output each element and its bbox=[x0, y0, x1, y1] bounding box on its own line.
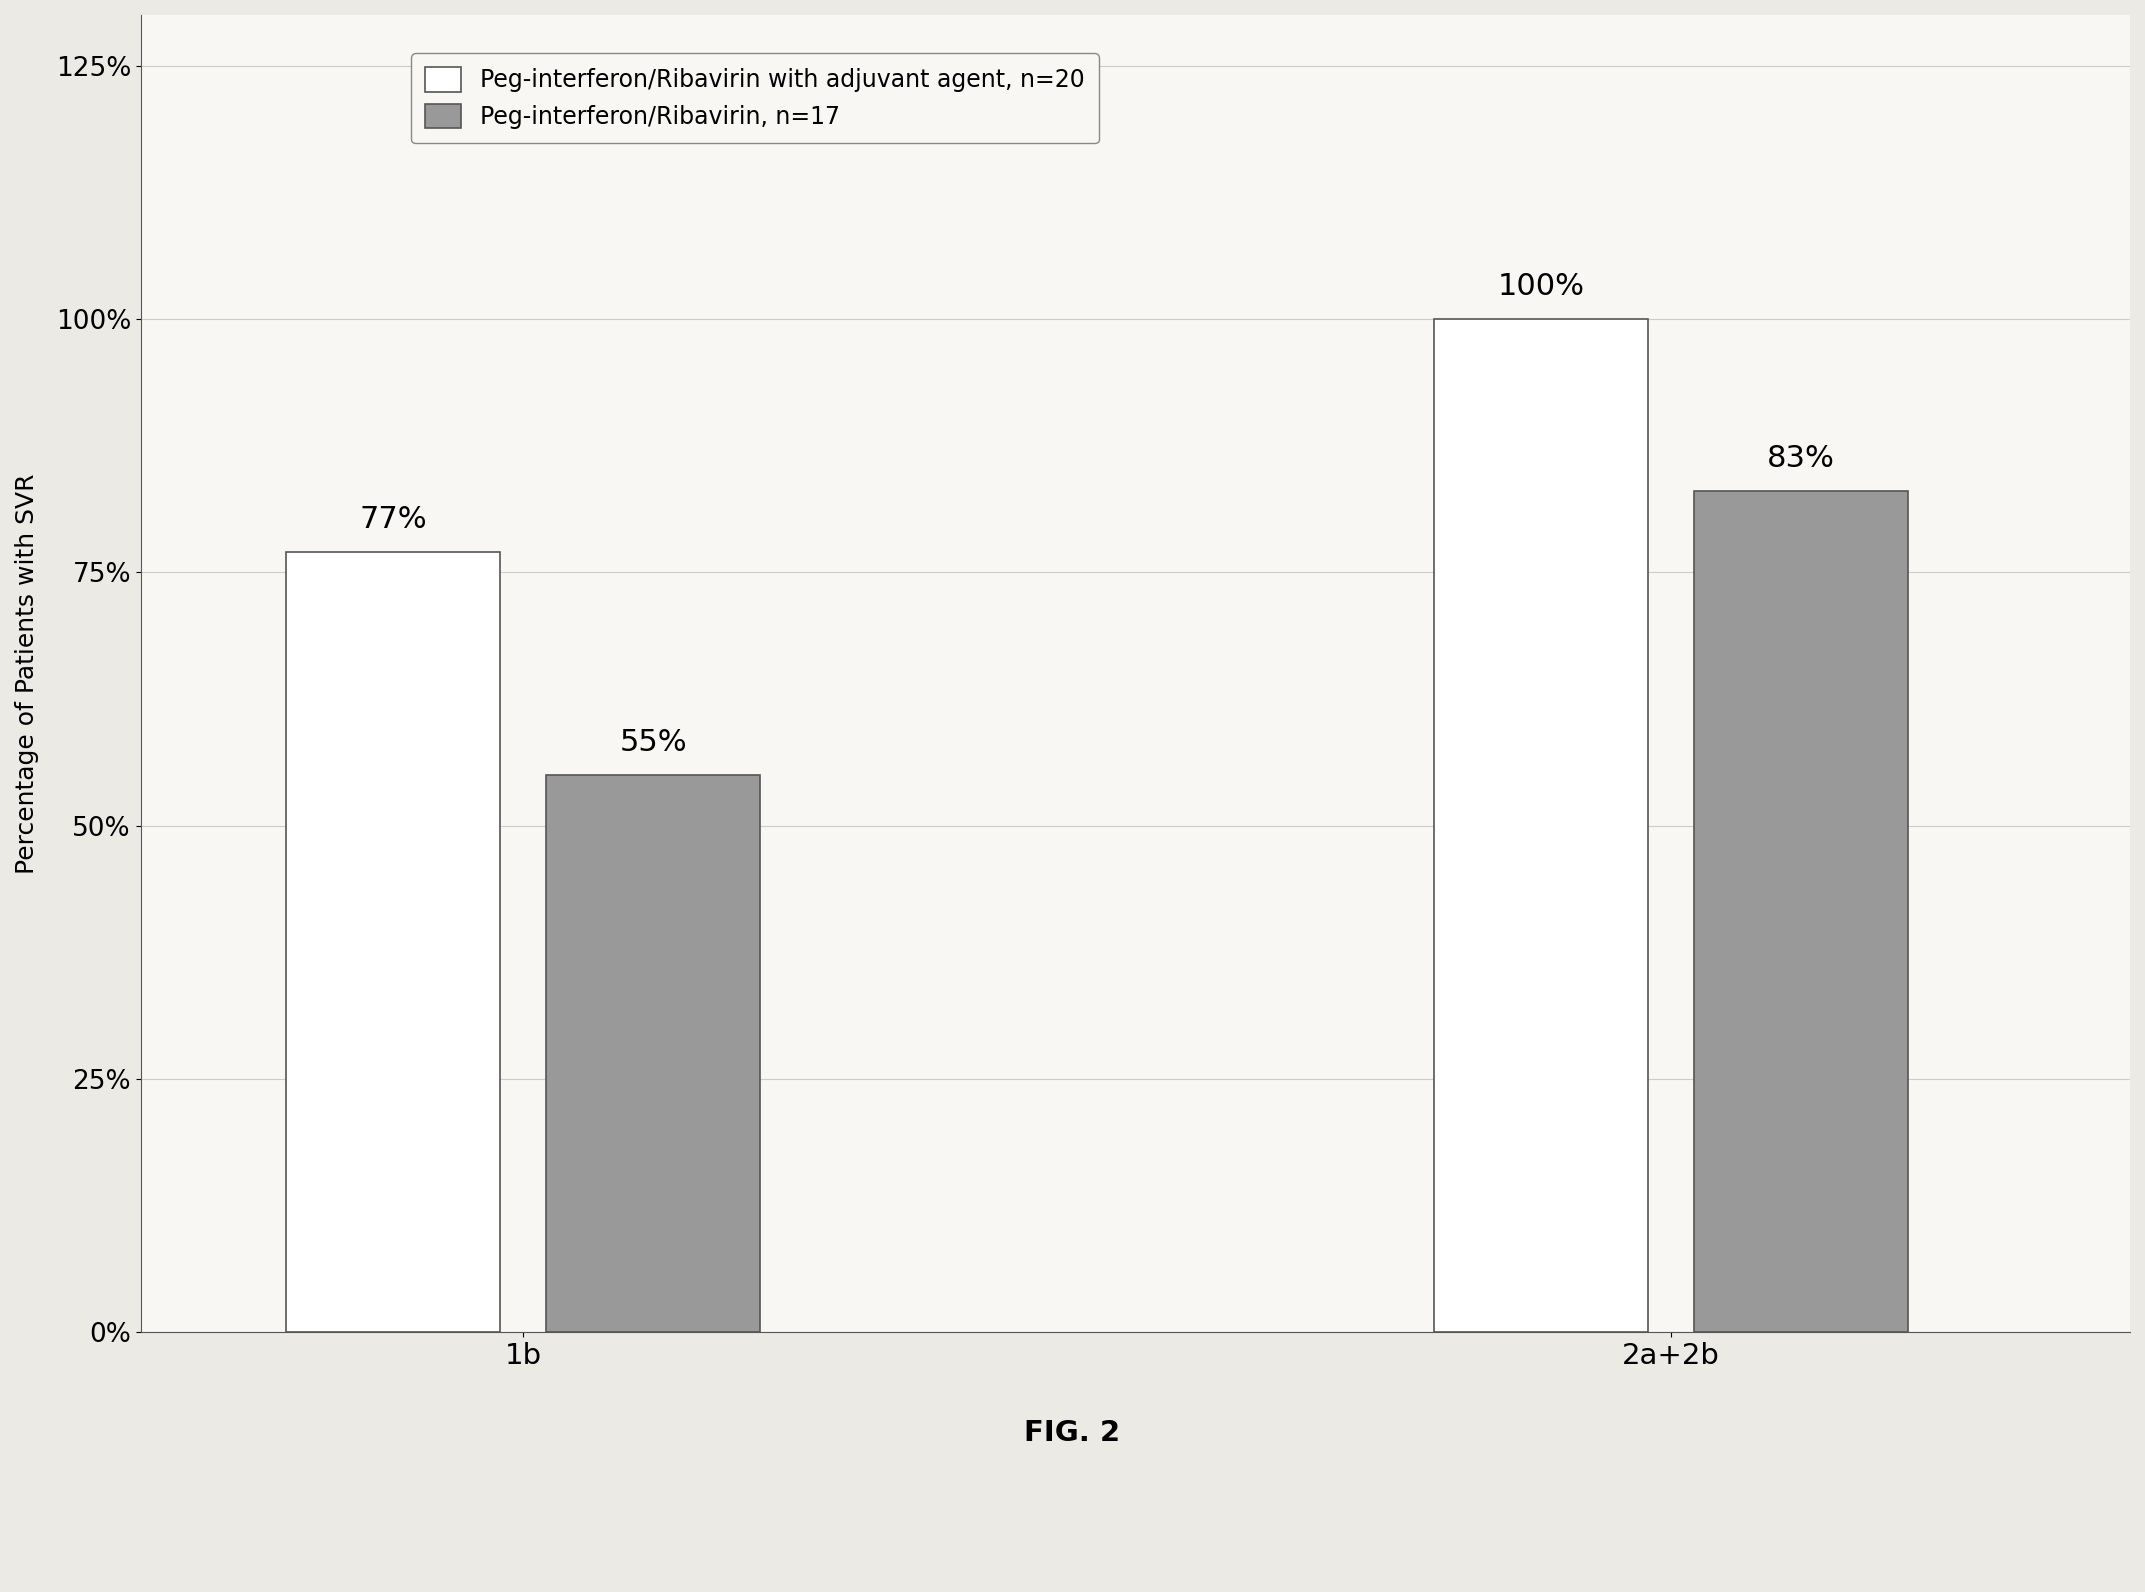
Bar bbox=[285, 552, 500, 1333]
Text: FIG. 2: FIG. 2 bbox=[1025, 1418, 1120, 1447]
Bar bbox=[1695, 492, 1909, 1333]
Text: 83%: 83% bbox=[1767, 444, 1834, 473]
Text: 100%: 100% bbox=[1497, 272, 1585, 301]
Text: 77%: 77% bbox=[360, 505, 427, 533]
Text: 55%: 55% bbox=[620, 728, 686, 756]
Bar bbox=[1433, 318, 1647, 1333]
Legend: Peg-interferon/Ribavirin with adjuvant agent, n=20, Peg-interferon/Ribavirin, n=: Peg-interferon/Ribavirin with adjuvant a… bbox=[412, 53, 1098, 143]
Y-axis label: Percentage of Patients with SVR: Percentage of Patients with SVR bbox=[15, 473, 39, 874]
Bar bbox=[547, 775, 761, 1333]
